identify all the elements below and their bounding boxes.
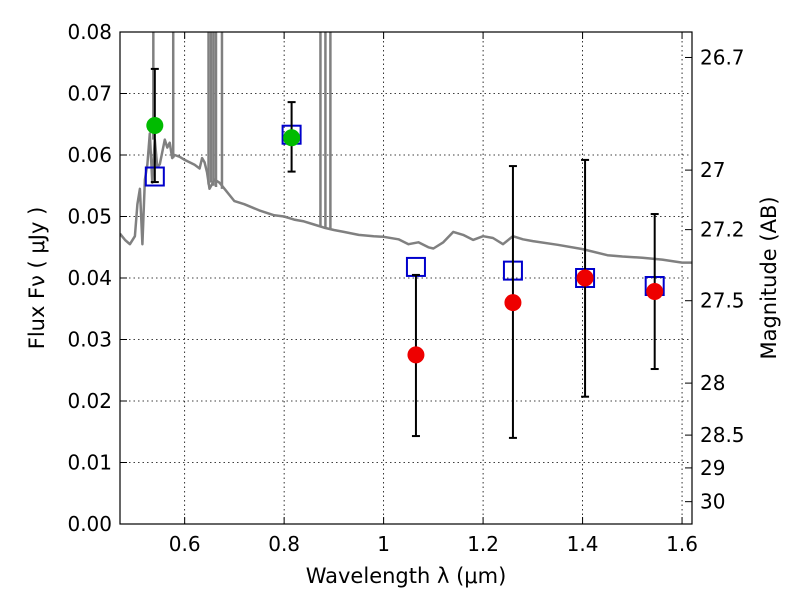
- x-tick-label: 0.8: [268, 532, 300, 556]
- y-tick-label: 0.07: [67, 82, 112, 106]
- y-tick-label: 0.08: [67, 20, 112, 44]
- x-tick-label: 1.6: [666, 532, 698, 556]
- mag-tick-label: 27.5: [700, 289, 745, 313]
- y-axis-right-title: Magnitude (AB): [757, 196, 781, 359]
- mag-tick-label: 26.7: [700, 45, 745, 69]
- red-data-point: [576, 269, 594, 287]
- green-data-point: [146, 116, 164, 134]
- y-tick-label: 0.00: [67, 512, 112, 536]
- mag-tick-label: 27: [700, 158, 725, 182]
- red-data-point: [504, 294, 522, 312]
- y-tick-label: 0.01: [67, 451, 112, 475]
- y-tick-label: 0.03: [67, 328, 112, 352]
- y-tick-label: 0.05: [67, 205, 112, 229]
- plot-area: [120, 32, 692, 439]
- axes-ticks: 0.6 0.8 1 1.2 1.4 1.6 0.00 0.01 0.02 0.03 0.04 0.05…: [67, 20, 744, 556]
- red-data-point: [646, 283, 664, 301]
- mag-tick-label: 28: [700, 371, 725, 395]
- y-axis-title: Flux Fν ( μJy ): [25, 207, 49, 350]
- grid: [120, 32, 692, 524]
- spectrum-line: [120, 132, 692, 264]
- red-data-point: [407, 346, 425, 364]
- mag-tick-label: 27.2: [700, 218, 745, 242]
- green-data-point: [283, 129, 301, 147]
- y-tick-label: 0.02: [67, 389, 112, 413]
- model-photometry-square: [405, 256, 426, 277]
- y-tick-label: 0.04: [67, 266, 112, 290]
- x-tick-label: 1.2: [467, 532, 499, 556]
- x-tick-label: 1.4: [567, 532, 599, 556]
- mag-tick-label: 28.5: [700, 423, 745, 447]
- x-tick-label: 1: [377, 532, 390, 556]
- y-tick-label: 0.06: [67, 143, 112, 167]
- mag-tick-label: 30: [700, 490, 725, 514]
- x-axis-title: Wavelength λ (μm): [306, 564, 507, 588]
- mag-tick-label: 29: [700, 456, 725, 480]
- x-tick-label: 0.6: [169, 532, 201, 556]
